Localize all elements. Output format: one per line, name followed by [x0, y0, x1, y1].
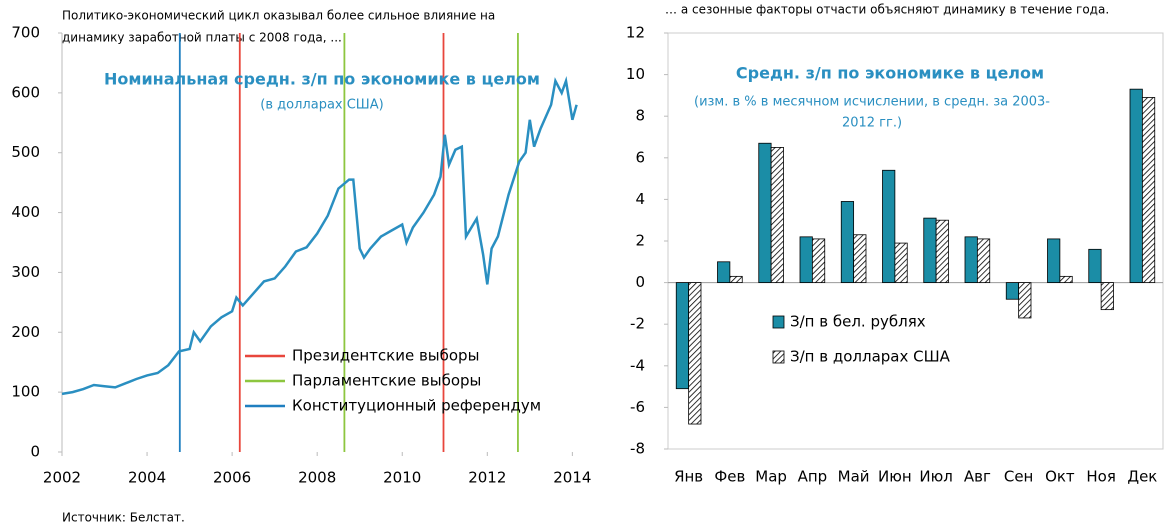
y-tick-label: 4	[635, 190, 645, 208]
legend-label: З/п в бел. рублях	[790, 313, 926, 331]
x-tick-label: Сен	[1004, 468, 1034, 486]
bar	[770, 146, 784, 283]
x-tick-label: Авг	[964, 468, 991, 486]
bar	[799, 236, 813, 283]
chart-subtitle: 2012 гг.)	[842, 116, 902, 131]
x-tick-label: Янв	[674, 468, 703, 486]
source: Источник: Белстат.	[62, 511, 185, 525]
legend-swatch	[772, 315, 785, 329]
x-tick-label: 2014	[553, 469, 591, 487]
bar	[758, 142, 772, 284]
y-tick-label: 6	[635, 148, 645, 166]
legend-label: Конституционный референдум	[292, 397, 541, 415]
caption: Политико-экономический цикл оказывал бол…	[62, 9, 495, 23]
legend-label: Парламентские выборы	[292, 372, 481, 390]
bar	[688, 282, 702, 425]
x-tick-label: Окт	[1045, 468, 1075, 486]
bar	[882, 169, 896, 283]
bar	[1005, 282, 1020, 300]
y-tick-label: -6	[630, 398, 645, 416]
bar	[853, 234, 867, 283]
y-tick-label: 300	[11, 263, 40, 281]
x-tick-label: 2006	[213, 469, 251, 487]
y-tick-label: -8	[630, 440, 645, 458]
x-tick-label: 2010	[383, 469, 421, 487]
bar	[923, 217, 937, 283]
x-tick-label: 2004	[128, 469, 166, 487]
bar	[717, 261, 731, 283]
y-tick-label: -2	[630, 315, 645, 333]
y-tick-label: 2	[635, 232, 645, 250]
x-tick-label: 2008	[298, 469, 336, 487]
y-tick-label: 0	[635, 273, 645, 291]
y-tick-label: 200	[11, 323, 40, 341]
bar	[1047, 238, 1061, 283]
bar	[1100, 282, 1114, 311]
bar	[976, 238, 991, 283]
x-tick-label: Июн	[878, 468, 912, 486]
y-tick-label: 100	[11, 383, 40, 401]
y-tick-label: 400	[11, 203, 40, 221]
y-tick-label: 500	[11, 143, 40, 161]
x-tick-label: Фев	[714, 468, 745, 486]
wage-line	[61, 75, 578, 396]
bar	[1129, 88, 1143, 284]
x-tick-label: Июл	[919, 468, 952, 486]
caption: … а сезонные факторы отчасти объясняют д…	[665, 3, 1109, 17]
y-tick-label: 12	[626, 24, 645, 42]
x-tick-label: Апр	[798, 468, 828, 486]
x-tick-label: Мар	[755, 468, 787, 486]
bar	[1088, 248, 1102, 284]
y-tick-label: 10	[626, 65, 645, 83]
y-tick-label: 0	[30, 443, 40, 461]
x-tick-label: Ноя	[1086, 468, 1115, 486]
caption: динамику заработной платы с 2008 года, .…	[62, 31, 342, 45]
legend-label: З/п в долларах США	[790, 348, 951, 366]
bar	[964, 236, 978, 283]
bar	[729, 275, 743, 283]
y-tick-label: -4	[630, 356, 645, 374]
y-tick-label: 8	[635, 107, 645, 125]
chart-title: Средн. з/п по экономике в целом	[736, 64, 1044, 83]
legend-label: Президентские выборы	[292, 347, 479, 365]
chart-subtitle: (в долларах США)	[260, 98, 383, 113]
chart-title: Номинальная средн. з/п по экономике в це…	[104, 70, 540, 89]
bar	[1018, 282, 1032, 319]
bar	[840, 201, 855, 283]
y-tick-label: 700	[11, 24, 40, 42]
x-tick-label: Дек	[1127, 468, 1157, 486]
bar	[675, 282, 690, 390]
y-tick-label: 600	[11, 83, 40, 101]
bar	[811, 238, 826, 283]
bar	[1059, 275, 1073, 283]
legend-swatch	[772, 350, 785, 364]
chart-subtitle: (изм. в % в месячном исчислении, в средн…	[694, 95, 1050, 110]
x-tick-label: Май	[838, 468, 870, 486]
x-tick-label: 2012	[468, 469, 506, 487]
bar	[935, 219, 949, 283]
x-tick-label: 2002	[43, 469, 81, 487]
bar	[1141, 97, 1156, 283]
bar	[894, 242, 908, 284]
